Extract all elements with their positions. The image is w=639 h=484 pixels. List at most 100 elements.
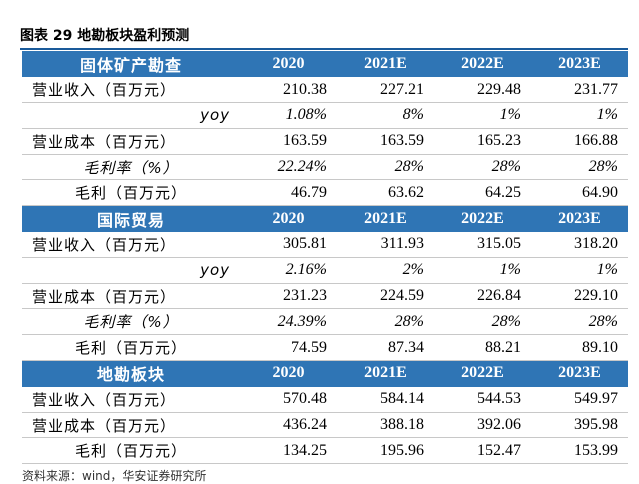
row-label: 毛利率（%） — [22, 154, 240, 181]
table-row: 毛利（百万元） 46.79 63.62 64.25 64.90 — [22, 179, 628, 207]
cell-value: 544.53 — [434, 386, 531, 413]
cell-value: 210.38 — [240, 76, 337, 104]
cell-value: 63.62 — [337, 179, 434, 207]
cell-value: 224.59 — [337, 283, 434, 310]
cell-value: 1% — [434, 102, 531, 129]
table-row: 毛利（百万元） 134.25 195.96 152.47 153.99 — [22, 437, 628, 465]
cell-value: 1% — [531, 257, 628, 284]
cell-value: 28% — [434, 308, 531, 336]
cell-value: 28% — [531, 308, 628, 336]
table-row: 营业成本（百万元） 231.23 224.59 226.84 229.10 — [22, 283, 628, 310]
row-label: 营业收入（百万元） — [22, 76, 240, 104]
cell-value: 388.18 — [337, 412, 434, 439]
column-header: 2020 — [240, 360, 337, 387]
column-header: 2021E — [337, 360, 434, 387]
table-row: 营业收入（百万元） 210.38 227.21 229.48 231.77 — [22, 76, 628, 104]
section-header-row: 国际贸易 2020 2021E 2022E 2023E — [22, 205, 628, 233]
cell-value: 153.99 — [531, 437, 628, 465]
cell-value: 229.10 — [531, 283, 628, 310]
cell-value: 315.05 — [434, 231, 531, 258]
table-row: 营业成本（百万元） 436.24 388.18 392.06 395.98 — [22, 412, 628, 439]
table-row: yoy 2.16% 2% 1% 1% — [22, 257, 628, 284]
row-label: 营业收入（百万元） — [22, 231, 240, 258]
column-header: 2021E — [337, 51, 434, 78]
cell-value: 166.88 — [531, 128, 628, 155]
column-header: 2022E — [434, 205, 531, 233]
cell-value: 1% — [531, 102, 628, 129]
cell-value: 88.21 — [434, 334, 531, 362]
cell-value: 549.97 — [531, 386, 628, 413]
cell-value: 165.23 — [434, 128, 531, 155]
section-header-row: 固体矿产勘查 2020 2021E 2022E 2023E — [22, 51, 628, 78]
cell-value: 1.08% — [240, 102, 337, 129]
profit-forecast-table: 固体矿产勘查 2020 2021E 2022E 2023E 营业收入（百万元） … — [22, 51, 628, 465]
section-title: 地勘板块 — [22, 360, 240, 387]
column-header: 2022E — [434, 360, 531, 387]
column-header: 2023E — [531, 205, 628, 233]
row-label: 营业收入（百万元） — [22, 386, 240, 413]
cell-value: 46.79 — [240, 179, 337, 207]
cell-value: 28% — [337, 154, 434, 181]
cell-value: 195.96 — [337, 437, 434, 465]
cell-value: 570.48 — [240, 386, 337, 413]
cell-value: 231.23 — [240, 283, 337, 310]
table-row: 营业收入（百万元） 570.48 584.14 544.53 549.97 — [22, 386, 628, 413]
cell-value: 227.21 — [337, 76, 434, 104]
cell-value: 163.59 — [240, 128, 337, 155]
cell-value: 226.84 — [434, 283, 531, 310]
caption-divider — [20, 48, 628, 50]
cell-value: 392.06 — [434, 412, 531, 439]
cell-value: 64.90 — [531, 179, 628, 207]
cell-value: 1% — [434, 257, 531, 284]
cell-value: 28% — [434, 154, 531, 181]
cell-value: 229.48 — [434, 76, 531, 104]
section-title: 国际贸易 — [22, 205, 240, 233]
row-label: 营业成本（百万元） — [22, 128, 240, 155]
column-header: 2020 — [240, 205, 337, 233]
cell-value: 24.39% — [240, 308, 337, 336]
cell-value: 163.59 — [337, 128, 434, 155]
cell-value: 231.77 — [531, 76, 628, 104]
cell-value: 89.10 — [531, 334, 628, 362]
cell-value: 305.81 — [240, 231, 337, 258]
table-row: 毛利率（%） 22.24% 28% 28% 28% — [22, 154, 628, 181]
cell-value: 395.98 — [531, 412, 628, 439]
table-row: 毛利（百万元） 74.59 87.34 88.21 89.10 — [22, 334, 628, 362]
table-row: yoy 1.08% 8% 1% 1% — [22, 102, 628, 129]
cell-value: 318.20 — [531, 231, 628, 258]
figure-caption: 图表 29 地勘板块盈利预测 — [20, 28, 190, 44]
cell-value: 28% — [337, 308, 434, 336]
cell-value: 152.47 — [434, 437, 531, 465]
cell-value: 87.34 — [337, 334, 434, 362]
row-label: 毛利率（%） — [22, 308, 240, 336]
row-label: 营业成本（百万元） — [22, 283, 240, 310]
column-header: 2022E — [434, 51, 531, 78]
table-row: 营业成本（百万元） 163.59 163.59 165.23 166.88 — [22, 128, 628, 155]
source-note: 资料来源：wind，华安证券研究所 — [22, 469, 207, 483]
column-header: 2020 — [240, 51, 337, 78]
table-row: 毛利率（%） 24.39% 28% 28% 28% — [22, 308, 628, 336]
column-header: 2021E — [337, 205, 434, 233]
cell-value: 22.24% — [240, 154, 337, 181]
cell-value: 311.93 — [337, 231, 434, 258]
cell-value: 64.25 — [434, 179, 531, 207]
cell-value: 74.59 — [240, 334, 337, 362]
column-header: 2023E — [531, 51, 628, 78]
column-header: 2023E — [531, 360, 628, 387]
cell-value: 8% — [337, 102, 434, 129]
cell-value: 584.14 — [337, 386, 434, 413]
row-label: 营业成本（百万元） — [22, 412, 240, 439]
cell-value: 2% — [337, 257, 434, 284]
section-header-row: 地勘板块 2020 2021E 2022E 2023E — [22, 360, 628, 387]
cell-value: 2.16% — [240, 257, 337, 284]
cell-value: 134.25 — [240, 437, 337, 465]
row-label: 毛利（百万元） — [22, 437, 240, 465]
section-title: 固体矿产勘查 — [22, 51, 240, 78]
row-label: 毛利（百万元） — [22, 179, 240, 207]
row-label: yoy — [22, 102, 240, 129]
row-label: 毛利（百万元） — [22, 334, 240, 362]
cell-value: 28% — [531, 154, 628, 181]
table-row: 营业收入（百万元） 305.81 311.93 315.05 318.20 — [22, 231, 628, 258]
row-label: yoy — [22, 257, 240, 284]
cell-value: 436.24 — [240, 412, 337, 439]
